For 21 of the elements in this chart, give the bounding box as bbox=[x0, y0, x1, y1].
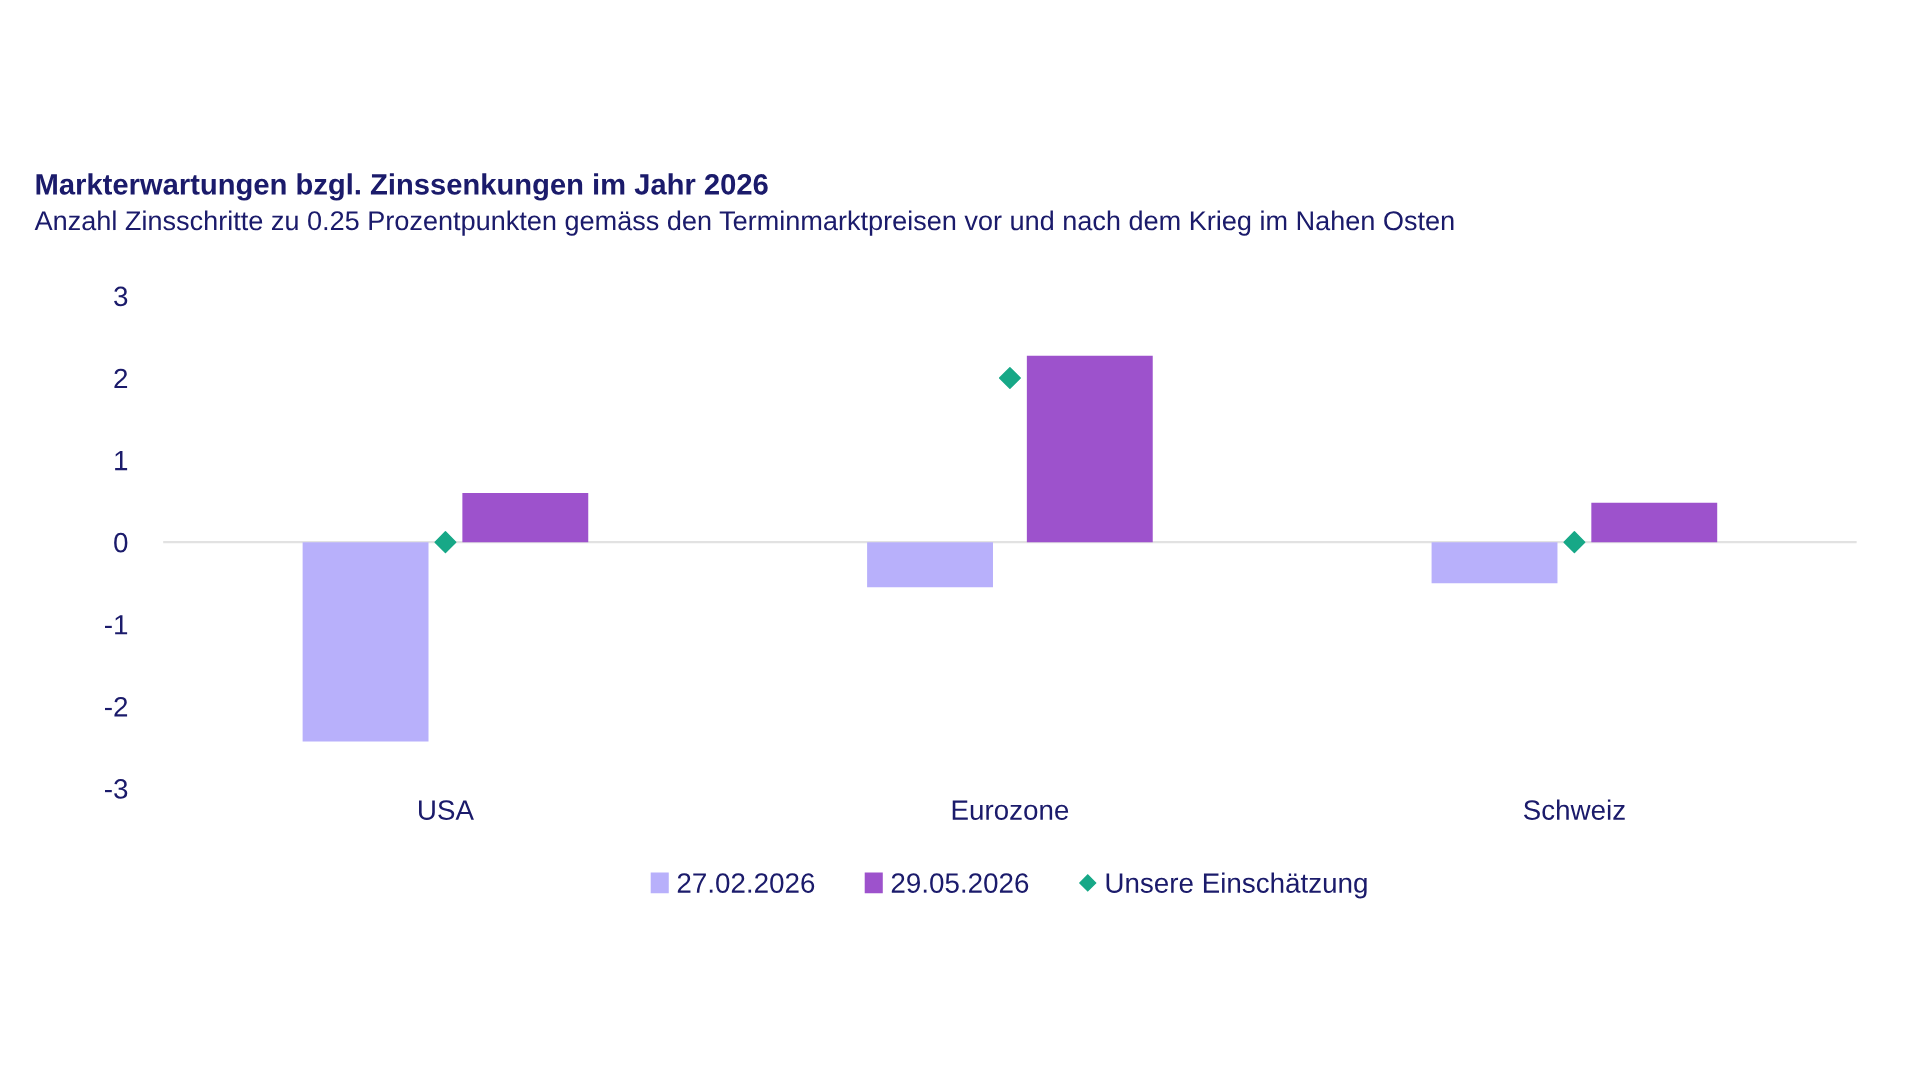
chart-title: Markterwartungen bzgl. Zinssenkungen im Jahr 2026 bbox=[36, 173, 768, 201]
y-tick-label: -1 bbox=[105, 615, 128, 635]
bar bbox=[462, 492, 589, 543]
x-tick-label: USA bbox=[419, 800, 474, 820]
bar bbox=[867, 542, 993, 588]
y-tick-label: -3 bbox=[105, 779, 128, 799]
legend-label: 29.05.2026 bbox=[891, 873, 1029, 893]
x-tick-label: Eurozone bbox=[952, 800, 1069, 820]
x-tick-label: Schweiz bbox=[1523, 799, 1625, 820]
bar bbox=[302, 542, 429, 742]
bar bbox=[1026, 355, 1153, 543]
y-tick-label: 0 bbox=[114, 532, 128, 553]
y-tick-label: 1 bbox=[115, 451, 128, 471]
legend-label: 27.02.2026 bbox=[677, 873, 815, 893]
legend-label: Unsere Einschätzung bbox=[1106, 872, 1367, 899]
y-tick-label: 2 bbox=[114, 368, 128, 389]
chart-subtitle: Anzahl Zinsschritte zu 0.25 Prozentpunkten gemäss den Terminmarktpreisen vor und nach dem Krieg im Nahen Osten bbox=[34, 210, 1454, 236]
bar bbox=[1591, 502, 1718, 543]
bar bbox=[1431, 542, 1558, 584]
y-tick-label: 3 bbox=[114, 286, 128, 307]
y-tick-label: -2 bbox=[105, 696, 128, 717]
